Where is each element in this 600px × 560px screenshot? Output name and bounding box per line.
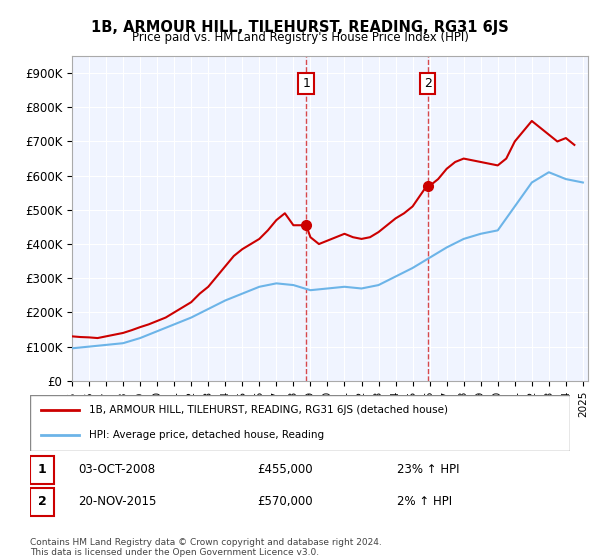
Text: 1: 1 xyxy=(38,463,46,476)
Text: HPI: Average price, detached house, Reading: HPI: Average price, detached house, Read… xyxy=(89,430,325,440)
Text: 23% ↑ HPI: 23% ↑ HPI xyxy=(397,463,460,476)
Text: 03-OCT-2008: 03-OCT-2008 xyxy=(79,463,156,476)
Text: 2: 2 xyxy=(38,496,46,508)
Text: Contains HM Land Registry data © Crown copyright and database right 2024.
This d: Contains HM Land Registry data © Crown c… xyxy=(30,538,382,557)
Text: 1: 1 xyxy=(302,77,310,90)
Text: 1B, ARMOUR HILL, TILEHURST, READING, RG31 6JS: 1B, ARMOUR HILL, TILEHURST, READING, RG3… xyxy=(91,20,509,35)
Text: £455,000: £455,000 xyxy=(257,463,313,476)
FancyBboxPatch shape xyxy=(30,455,54,484)
Text: £570,000: £570,000 xyxy=(257,496,313,508)
Text: Price paid vs. HM Land Registry's House Price Index (HPI): Price paid vs. HM Land Registry's House … xyxy=(131,31,469,44)
Text: 20-NOV-2015: 20-NOV-2015 xyxy=(79,496,157,508)
Text: 2: 2 xyxy=(424,77,431,90)
Text: 2% ↑ HPI: 2% ↑ HPI xyxy=(397,496,452,508)
FancyBboxPatch shape xyxy=(30,488,54,516)
Text: 1B, ARMOUR HILL, TILEHURST, READING, RG31 6JS (detached house): 1B, ARMOUR HILL, TILEHURST, READING, RG3… xyxy=(89,405,448,416)
FancyBboxPatch shape xyxy=(30,395,570,451)
